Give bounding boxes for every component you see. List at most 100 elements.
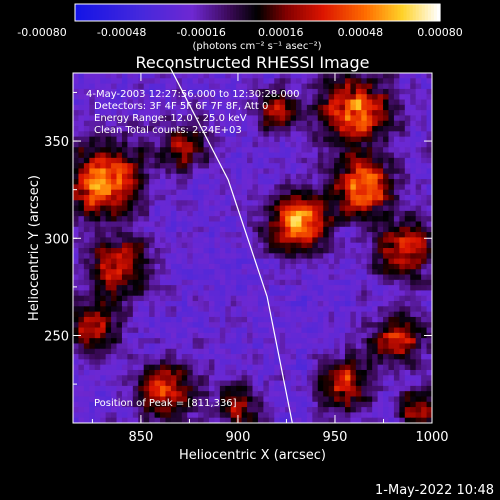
heatmap-cell: [111, 253, 118, 260]
heatmap-cell: [328, 301, 335, 307]
heatmap-cell: [181, 391, 188, 397]
heatmap-cell: [328, 205, 335, 212]
heatmap-cell: [296, 83, 302, 90]
heatmap-cell: [165, 369, 172, 376]
heatmap-cell: [415, 274, 422, 281]
heatmap-cell: [328, 327, 335, 334]
heatmap-cell: [355, 126, 362, 132]
heatmap-cell: [377, 375, 384, 382]
heatmap-cell: [312, 391, 319, 397]
heatmap-cell: [404, 194, 411, 201]
heatmap-cell: [225, 407, 232, 413]
heatmap-cell: [323, 136, 330, 143]
heatmap-cell: [94, 375, 101, 382]
heatmap-cell: [149, 263, 156, 270]
heatmap-cell: [296, 232, 302, 238]
heatmap-cell: [121, 348, 128, 355]
heatmap-cell: [399, 285, 406, 291]
heatmap-cell: [350, 332, 357, 339]
heatmap-cell: [219, 343, 226, 350]
heatmap-cell: [230, 83, 237, 90]
heatmap-cell: [170, 263, 177, 270]
heatmap-cell: [257, 242, 264, 249]
heatmap-cell: [219, 263, 226, 270]
heatmap-cell: [247, 147, 253, 154]
heatmap-cell: [296, 73, 302, 79]
heatmap-cell: [410, 338, 417, 344]
heatmap-cell: [89, 94, 96, 101]
heatmap-cell: [89, 210, 96, 217]
heatmap-cell: [334, 242, 341, 249]
heatmap-cell: [317, 120, 324, 127]
heatmap-cell: [143, 327, 150, 334]
heatmap-cell: [176, 306, 183, 313]
heatmap-cell: [127, 269, 134, 276]
colorbar-cell: [217, 4, 222, 21]
heatmap-cell: [165, 194, 172, 201]
heatmap-cell: [296, 306, 302, 313]
heatmap-cell: [225, 359, 232, 366]
colorbar-cell: [151, 4, 155, 21]
heatmap-cell: [290, 290, 297, 297]
heatmap-cell: [138, 179, 145, 185]
heatmap-cell: [377, 258, 384, 265]
heatmap-cell: [154, 205, 161, 212]
heatmap-cell: [339, 242, 346, 249]
heatmap-cell: [111, 354, 118, 360]
heatmap-cell: [236, 407, 243, 413]
heatmap-cell: [73, 343, 79, 350]
heatmap-cell: [317, 258, 324, 265]
heatmap-cell: [339, 274, 346, 281]
heatmap-cell: [312, 269, 319, 276]
heatmap-cell: [214, 189, 221, 196]
heatmap-cell: [399, 279, 406, 286]
heatmap-cell: [393, 152, 400, 159]
heatmap-cell: [350, 242, 357, 249]
heatmap-cell: [214, 88, 221, 95]
heatmap-cell: [214, 253, 221, 260]
heatmap-cell: [138, 359, 145, 366]
heatmap-cell: [323, 216, 330, 222]
heatmap-cell: [247, 157, 253, 164]
heatmap-cell: [78, 391, 85, 397]
heatmap-cell: [236, 301, 243, 307]
heatmap-cell: [94, 301, 101, 307]
heatmap-cell: [383, 104, 389, 111]
heatmap-cell: [154, 322, 161, 329]
heatmap-cell: [127, 168, 134, 175]
heatmap-cell: [285, 285, 292, 291]
heatmap-cell: [143, 348, 150, 355]
heatmap-cell: [263, 354, 270, 360]
heatmap-cell: [426, 237, 433, 244]
heatmap-cell: [361, 348, 368, 355]
heatmap-cell: [121, 369, 128, 376]
heatmap-cell: [377, 168, 384, 175]
heatmap-cell: [165, 306, 172, 313]
heatmap-cell: [383, 173, 389, 180]
heatmap-cell: [219, 401, 226, 408]
heatmap-cell: [100, 385, 107, 392]
heatmap-cell: [361, 131, 368, 138]
heatmap-cell: [383, 253, 389, 260]
heatmap-cell: [415, 295, 422, 302]
heatmap-cell: [312, 205, 319, 212]
heatmap-cell: [149, 242, 156, 249]
heatmap-cell: [285, 359, 292, 366]
colorbar-cell: [363, 4, 368, 21]
heatmap-cell: [100, 78, 107, 85]
heatmap-cell: [399, 348, 406, 355]
heatmap-cell: [132, 232, 139, 238]
heatmap-cell: [328, 168, 335, 175]
heatmap-cell: [121, 200, 128, 207]
heatmap-cell: [73, 83, 79, 90]
heatmap-cell: [334, 269, 341, 276]
heatmap-cell: [78, 147, 85, 154]
heatmap-cell: [372, 88, 379, 95]
heatmap-cell: [83, 115, 90, 122]
heatmap-cell: [350, 147, 357, 154]
heatmap-cell: [415, 173, 422, 180]
heatmap-cell: [192, 200, 199, 207]
heatmap-cell: [317, 110, 324, 116]
heatmap-cell: [241, 237, 248, 244]
heatmap-cell: [393, 136, 400, 143]
